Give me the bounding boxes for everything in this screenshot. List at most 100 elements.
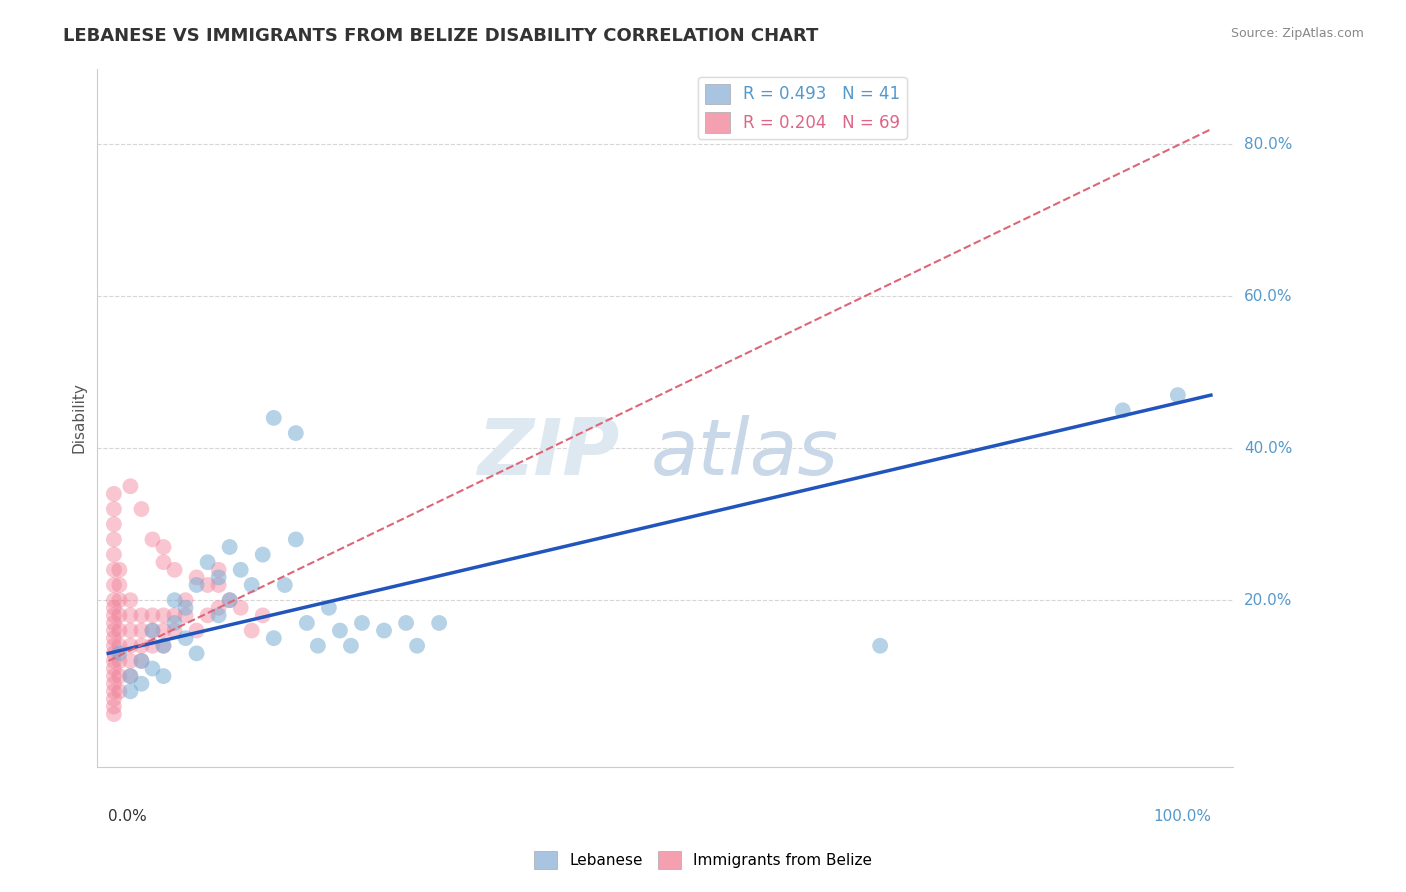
- Point: [163, 593, 186, 607]
- Point: [108, 624, 131, 638]
- Point: [108, 578, 131, 592]
- Point: [103, 608, 125, 623]
- Point: [108, 654, 131, 668]
- Point: [152, 555, 174, 569]
- Point: [103, 487, 125, 501]
- Point: [318, 600, 340, 615]
- Point: [240, 624, 263, 638]
- Text: 0.0%: 0.0%: [108, 809, 148, 824]
- Point: [163, 615, 186, 630]
- Point: [103, 548, 125, 562]
- Point: [197, 555, 219, 569]
- Point: [120, 608, 142, 623]
- Point: [103, 517, 125, 532]
- Point: [141, 639, 163, 653]
- Point: [152, 608, 174, 623]
- Point: [103, 615, 125, 630]
- Point: [1167, 388, 1189, 402]
- Point: [207, 600, 229, 615]
- Point: [103, 661, 125, 675]
- Point: [274, 578, 297, 592]
- Point: [218, 593, 240, 607]
- Point: [103, 677, 125, 691]
- Point: [120, 669, 142, 683]
- Point: [427, 615, 450, 630]
- Point: [141, 624, 163, 638]
- Point: [406, 639, 429, 653]
- Point: [103, 631, 125, 645]
- Point: [163, 563, 186, 577]
- Point: [284, 426, 307, 441]
- Point: [103, 600, 125, 615]
- Point: [141, 608, 163, 623]
- Point: [869, 639, 891, 653]
- Point: [152, 669, 174, 683]
- Point: [174, 608, 197, 623]
- Point: [103, 533, 125, 547]
- Point: [207, 578, 229, 592]
- Text: atlas: atlas: [651, 415, 838, 491]
- Point: [103, 624, 125, 638]
- Point: [229, 563, 252, 577]
- Point: [103, 684, 125, 698]
- Point: [120, 669, 142, 683]
- Point: [163, 624, 186, 638]
- Point: [197, 578, 219, 592]
- Point: [263, 631, 285, 645]
- Point: [103, 692, 125, 706]
- Point: [103, 669, 125, 683]
- Point: [152, 624, 174, 638]
- Point: [120, 479, 142, 493]
- Point: [373, 624, 395, 638]
- Point: [131, 654, 153, 668]
- Point: [307, 639, 329, 653]
- Point: [152, 639, 174, 653]
- Point: [103, 593, 125, 607]
- Point: [186, 646, 208, 660]
- Point: [252, 548, 274, 562]
- Point: [103, 699, 125, 714]
- Point: [284, 533, 307, 547]
- Point: [103, 578, 125, 592]
- Point: [103, 646, 125, 660]
- Point: [131, 624, 153, 638]
- Point: [120, 684, 142, 698]
- Point: [350, 615, 373, 630]
- Point: [395, 615, 418, 630]
- Point: [131, 677, 153, 691]
- Point: [152, 639, 174, 653]
- Point: [252, 608, 274, 623]
- Point: [186, 624, 208, 638]
- Point: [174, 593, 197, 607]
- Point: [197, 608, 219, 623]
- Point: [141, 624, 163, 638]
- Point: [120, 624, 142, 638]
- Point: [141, 661, 163, 675]
- Text: LEBANESE VS IMMIGRANTS FROM BELIZE DISABILITY CORRELATION CHART: LEBANESE VS IMMIGRANTS FROM BELIZE DISAB…: [63, 27, 818, 45]
- Point: [207, 570, 229, 584]
- Point: [108, 639, 131, 653]
- Point: [131, 502, 153, 516]
- Point: [329, 624, 352, 638]
- Point: [207, 608, 229, 623]
- Y-axis label: Disability: Disability: [72, 383, 86, 453]
- Point: [186, 570, 208, 584]
- Point: [120, 639, 142, 653]
- Text: 40.0%: 40.0%: [1244, 441, 1292, 456]
- Point: [103, 563, 125, 577]
- Point: [120, 593, 142, 607]
- Point: [120, 654, 142, 668]
- Point: [103, 639, 125, 653]
- Point: [295, 615, 318, 630]
- Text: Source: ZipAtlas.com: Source: ZipAtlas.com: [1230, 27, 1364, 40]
- Text: 80.0%: 80.0%: [1244, 137, 1292, 152]
- Point: [218, 540, 240, 554]
- Point: [108, 593, 131, 607]
- Point: [240, 578, 263, 592]
- Point: [174, 631, 197, 645]
- Point: [108, 684, 131, 698]
- Text: 20.0%: 20.0%: [1244, 592, 1292, 607]
- Point: [186, 578, 208, 592]
- Point: [152, 540, 174, 554]
- Legend: R = 0.493   N = 41, R = 0.204   N = 69: R = 0.493 N = 41, R = 0.204 N = 69: [697, 77, 907, 139]
